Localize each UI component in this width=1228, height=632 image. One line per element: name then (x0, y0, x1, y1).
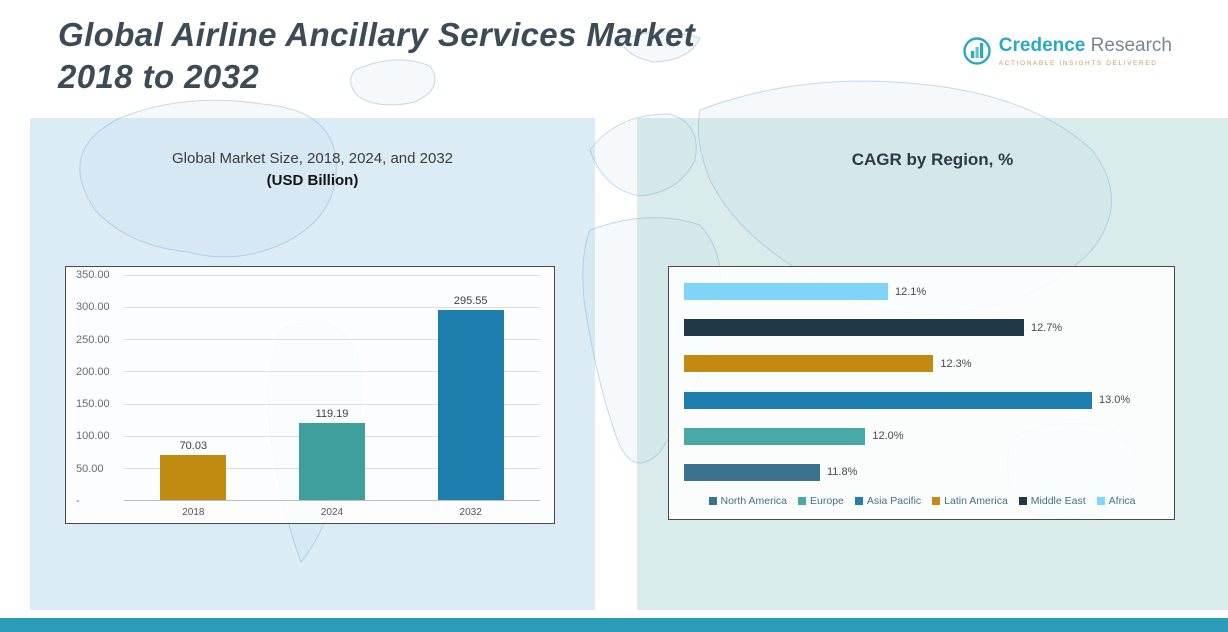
bar-value-label: 12.7% (1031, 321, 1063, 334)
market-size-yaxis: 350.00 300.00 250.00 200.00 150.00 100.00 50.0… (74, 269, 124, 507)
bar-africa (684, 283, 888, 300)
legend-swatch-north-america (708, 497, 717, 505)
legend-label: Latin America (944, 495, 1008, 507)
y-tick-label: 150.00 (76, 398, 110, 411)
cagr-chart: 12.1% 12.7% 12.3% 13.0% 12.0% 11.8% North Ame… (668, 266, 1175, 520)
legend-swatch-europe (798, 497, 807, 505)
bar-value-label: 295.55 (453, 295, 488, 308)
bar-column-2024: 119.19 (263, 275, 402, 500)
gridline (124, 403, 540, 405)
brand-name: Credence Research (998, 35, 1172, 57)
legend-item-north-america: North America (708, 495, 788, 507)
gridline (124, 371, 540, 373)
y-tick-label: 250.00 (76, 333, 110, 346)
cagr-chart-rows: 12.1% 12.7% 12.3% 13.0% 12.0% 11.8% (684, 283, 1160, 485)
bar-latin-america (684, 355, 934, 373)
gridline (124, 275, 540, 276)
market-size-heading: Global Market Size, 2018, 2024, and 2032 (171, 150, 454, 167)
x-tick-label: 2018 (182, 507, 205, 518)
brand-name-primary: Credence (998, 35, 1086, 56)
page-title-line-1: Global Airline Ancillary Services Market (58, 16, 696, 53)
bar-2024 (299, 423, 365, 500)
legend-label: North America (720, 495, 788, 507)
cagr-row-north-america: 11.8% (684, 463, 1160, 481)
bar-value-label: 119.19 (315, 408, 349, 421)
bar-value-label: 11.8% (827, 466, 858, 479)
legend-label: Africa (1108, 495, 1136, 507)
legend-item-middle-east: Middle East (1018, 495, 1086, 507)
cagr-legend: North America Europe Asia Pacific Latin Ame… (684, 485, 1160, 511)
legend-swatch-middle-east (1018, 497, 1027, 505)
x-tick-label: 2024 (320, 507, 344, 518)
y-tick-label: 100.00 (76, 430, 110, 443)
cagr-panel: CAGR by Region, % 12.1% 12.7% 12.3% 13.0% 12… (637, 118, 1228, 610)
y-tick-label: - (76, 495, 80, 507)
bar-2018 (160, 454, 227, 500)
bar-column-2032: 295.55 (401, 275, 540, 500)
legend-label: Europe (810, 495, 844, 507)
gridline (124, 307, 540, 309)
cagr-row-latin-america: 12.3% (684, 355, 1160, 373)
market-size-chart: 350.00 300.00 250.00 200.00 150.00 100.00 50.0… (65, 266, 555, 524)
market-size-plot: 70.03 119.19 295.55 (124, 275, 540, 501)
market-size-subheading: (USD Billion) (266, 172, 359, 189)
legend-item-africa: Africa (1096, 495, 1136, 507)
bar-europe (684, 427, 866, 445)
bar-value-label: 12.0% (872, 430, 904, 443)
legend-swatch-latin-america (932, 497, 941, 505)
cagr-heading: CAGR by Region, % (851, 150, 1014, 169)
legend-item-europe: Europe (798, 495, 844, 507)
y-tick-label: 300.00 (76, 301, 110, 314)
brand-name-secondary: Research (1090, 35, 1172, 56)
market-size-chart-grid: 350.00 300.00 250.00 200.00 150.00 100.00 50.0… (74, 269, 540, 523)
footer-bar (0, 618, 1228, 632)
bar-value-label: 12.1% (895, 285, 927, 298)
legend-label: Asia Pacific (866, 495, 922, 507)
bar-value-label: 12.3% (940, 357, 972, 370)
logo-text: Credence Research Actionable Insights De… (998, 35, 1172, 67)
gridline (124, 339, 540, 341)
page-title-line-2: 2018 to 2032 (58, 58, 260, 96)
y-tick-label: 350.00 (76, 269, 110, 281)
bar-value-label: 70.03 (179, 439, 208, 452)
x-tick-label: 2032 (459, 507, 482, 518)
market-size-xaxis: 2018 2024 2032 (124, 501, 540, 523)
bar-middle-east (684, 319, 1024, 337)
cagr-row-europe: 12.0% (684, 427, 1160, 445)
legend-swatch-asia-pacific (854, 497, 863, 505)
legend-swatch-africa (1096, 497, 1105, 505)
cagr-row-asia-pacific: 13.0% (684, 391, 1160, 409)
legend-item-latin-america: Latin America (932, 495, 1008, 507)
page-title: Global Airline Ancillary Services Market… (58, 14, 695, 98)
y-tick-label: 50.00 (76, 462, 104, 475)
logo-chart-icon (962, 36, 992, 71)
y-tick-label: 200.00 (76, 365, 110, 378)
cagr-row-africa: 12.1% (684, 283, 1160, 300)
bar-value-label: 13.0% (1099, 394, 1131, 407)
bar-asia-pacific (684, 391, 1092, 409)
legend-label: Middle East (1030, 495, 1086, 507)
legend-item-asia-pacific: Asia Pacific (854, 495, 922, 507)
bar-north-america (684, 463, 820, 481)
bar-column-2018: 70.03 (124, 275, 263, 500)
bar-2032 (437, 310, 504, 500)
market-size-panel: Global Market Size, 2018, 2024, and 2032… (30, 118, 595, 610)
cagr-row-middle-east: 12.7% (684, 319, 1160, 337)
brand-tagline: Actionable Insights Delivered (998, 59, 1158, 67)
company-logo: Credence Research Actionable Insights De… (962, 35, 1172, 71)
